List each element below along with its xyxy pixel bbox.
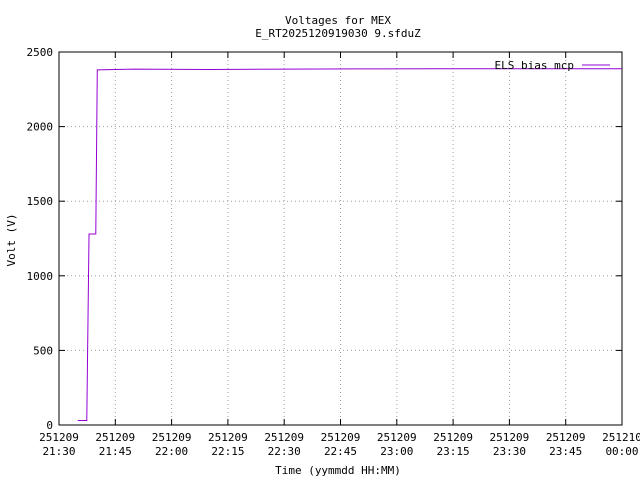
legend-label: ELS bias mcp — [495, 59, 574, 72]
x-tick-label: 23:15 — [437, 445, 470, 458]
x-tick-label: 21:30 — [42, 445, 75, 458]
x-tick-label: 22:15 — [211, 445, 244, 458]
x-tick-label: 251209 — [264, 431, 304, 444]
y-axis-label: Volt (V) — [5, 214, 18, 267]
x-axis-label: Time (yymmdd HH:MM) — [275, 464, 401, 477]
x-tick-label: 23:30 — [493, 445, 526, 458]
x-tick-label: 251209 — [208, 431, 248, 444]
x-tick-label: 00:00 — [605, 445, 638, 458]
x-tick-label: 251209 — [377, 431, 417, 444]
x-tick-label: 22:00 — [155, 445, 188, 458]
y-tick-label: 0 — [46, 419, 53, 432]
y-tick-label: 500 — [33, 344, 53, 357]
y-tick-label: 1000 — [27, 270, 54, 283]
y-tick-label: 1500 — [27, 195, 54, 208]
x-tick-label: 251209 — [39, 431, 79, 444]
x-tick-label: 251209 — [490, 431, 530, 444]
y-tick-label: 2500 — [27, 46, 54, 59]
plot-frame — [58, 51, 623, 426]
x-tick-label: 21:45 — [99, 445, 132, 458]
x-tick-label: 23:00 — [380, 445, 413, 458]
x-tick-label: 251209 — [546, 431, 586, 444]
chart-subtitle: E_RT2025120919030 9.sfduZ — [255, 27, 421, 40]
x-tick-label: 22:45 — [324, 445, 357, 458]
x-tick-label: 251209 — [321, 431, 361, 444]
x-tick-label: 22:30 — [268, 445, 301, 458]
chart-title: Voltages for MEX — [285, 14, 391, 27]
x-tick-label: 251209 — [152, 431, 192, 444]
data-line — [77, 68, 622, 422]
x-tick-label: 251210 — [602, 431, 640, 444]
x-tick-label: 251209 — [95, 431, 135, 444]
x-tick-label: 251209 — [433, 431, 473, 444]
y-tick-label: 2000 — [27, 121, 54, 134]
x-tick-label: 23:45 — [549, 445, 582, 458]
